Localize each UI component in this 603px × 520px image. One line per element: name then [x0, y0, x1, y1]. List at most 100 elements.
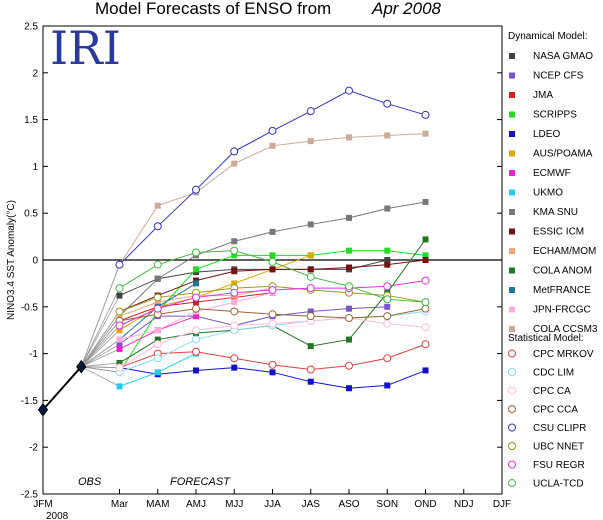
legend-marker-ucla-tcd	[508, 479, 516, 487]
data-point-scripps	[193, 266, 199, 273]
data-point-csu-clipr	[115, 260, 124, 269]
legend-marker-metfrance	[509, 287, 515, 293]
legend-label-echam-mom: ECHAM/MOM	[533, 246, 596, 257]
forecast-connector	[81, 362, 120, 368]
data-point-cpc-mrkov	[421, 340, 430, 349]
legend-marker-ldeo	[509, 131, 515, 137]
data-point-cpc-cca	[268, 310, 277, 319]
data-point-cpc-ca	[383, 319, 392, 328]
data-point-cola-anom	[116, 359, 123, 366]
legend-marker-fsu-regr	[508, 460, 516, 469]
data-point-ucla-tcd	[421, 298, 430, 307]
data-point-scripps	[346, 247, 352, 254]
data-point-ucla-tcd	[306, 272, 315, 281]
data-point-ldeo	[193, 367, 199, 374]
forecast-connector	[81, 366, 120, 373]
data-point-echam-mom	[154, 299, 161, 306]
forecast-connector	[80, 264, 120, 367]
data-point-cpc-cca	[192, 304, 200, 313]
observed-series	[37, 359, 87, 417]
series-ucla-tcd	[115, 246, 430, 307]
data-point-ucla-tcd	[268, 257, 277, 266]
data-point-ldeo	[384, 382, 391, 389]
series-cpc-mrkov	[115, 340, 430, 374]
legend-marker-cpc-mrkov	[508, 349, 516, 358]
y-tick-label: 1.5	[24, 115, 38, 126]
data-point-ukmo	[154, 369, 161, 376]
data-point-fsu-regr	[153, 304, 162, 313]
data-point-jpn-frcgc	[154, 327, 161, 334]
forecast-connector	[80, 325, 120, 367]
y-tick-label: 2	[32, 68, 38, 79]
y-axis-label: NINO3.4 SST Anomaly(°C)	[6, 200, 17, 320]
x-tick-label: JFM	[33, 499, 52, 510]
forecast-connector	[81, 366, 120, 387]
legend-marker-kma-snu	[509, 209, 515, 215]
data-point-cpc-mrkov	[268, 360, 277, 369]
axes: -2.5 -2 -1.5 -1 -0.5 0 0.5 1 1.5 2 2.5 JFM Mar MAM AMJ…	[21, 22, 511, 511]
forecast-connector	[80, 295, 120, 367]
y-tick-label: 0.5	[24, 209, 38, 220]
legend-marker-nasa-gmao	[509, 53, 515, 59]
data-point-fsu-regr	[383, 282, 392, 291]
forecast-connector	[80, 315, 120, 367]
data-point-cola-anom	[346, 336, 352, 343]
data-point-jpn-frcgc	[116, 336, 123, 343]
legend-marker-cpc-cca	[508, 405, 516, 413]
y-tick-label: -1	[29, 349, 38, 360]
legend-marker-scripps	[509, 111, 515, 118]
y-tick-label: 2.5	[24, 22, 38, 33]
data-point-ubc-nnet	[115, 307, 124, 316]
data-point-cpc-mrkov	[192, 347, 200, 356]
x-year-label: 2008	[46, 511, 69, 520]
legend-marker-ecmwf	[509, 170, 515, 176]
data-point-ucla-tcd	[345, 282, 353, 291]
data-point-cpc-cca	[383, 312, 392, 321]
data-point-ucla-tcd	[230, 246, 239, 255]
x-tick-label: NDJ	[454, 499, 473, 510]
legend-marker-csu-clipr	[508, 423, 516, 432]
data-point-cola-ccsm3	[307, 138, 314, 145]
observed-point	[37, 402, 49, 417]
series-fsu-regr	[115, 276, 430, 330]
forecast-connector	[81, 339, 120, 368]
legend-label-ldeo: LDEO	[533, 129, 560, 140]
data-point-csu-clipr	[230, 147, 239, 156]
data-point-ncep-cfs	[346, 305, 352, 312]
data-point-cola-ccsm3	[384, 132, 391, 139]
data-point-nasa-gmao	[384, 257, 391, 263]
legend-label-csu-clipr: CSU CLIPR	[533, 423, 586, 434]
legend-marker-echam-mom	[509, 248, 515, 254]
forecast-connector	[80, 287, 120, 367]
data-point-cpc-ca	[230, 321, 239, 330]
data-point-csu-clipr	[192, 185, 200, 194]
data-point-nasa-gmao	[116, 292, 123, 299]
data-point-kma-snu	[307, 221, 314, 228]
obs-annotation: OBS	[78, 476, 102, 488]
data-point-essic-icm	[422, 257, 429, 263]
data-point-ukmo	[116, 383, 123, 390]
y-tick-label: -2.5	[21, 490, 39, 501]
data-point-cola-ccsm3	[269, 142, 276, 149]
forecast-connector	[81, 366, 120, 369]
data-point-cpc-mrkov	[230, 354, 239, 363]
x-tick-label: AMJ	[186, 499, 206, 510]
data-point-cola-anom	[307, 343, 314, 350]
data-point-ucla-tcd	[383, 295, 392, 304]
data-point-cola-ccsm3	[422, 130, 429, 137]
data-point-cpc-ca	[268, 319, 277, 328]
y-tick-label: -0.5	[21, 302, 39, 313]
data-point-csu-clipr	[306, 107, 315, 116]
data-point-echam-mom	[116, 313, 123, 320]
observed-line	[42, 366, 82, 411]
data-point-ubc-nnet	[153, 293, 162, 302]
data-point-essic-icm	[307, 266, 314, 273]
legend-marker-jpn-frcgc	[509, 306, 515, 313]
legend-marker-essic-icm	[509, 228, 515, 235]
legend-marker-cpc-ca	[508, 386, 516, 395]
data-point-ldeo	[269, 369, 276, 376]
x-tick-label: OND	[414, 499, 436, 510]
data-point-cpc-mrkov	[306, 365, 315, 374]
forecast-annotation: FORECAST	[170, 476, 231, 488]
data-point-jpn-frcgc	[231, 299, 238, 306]
